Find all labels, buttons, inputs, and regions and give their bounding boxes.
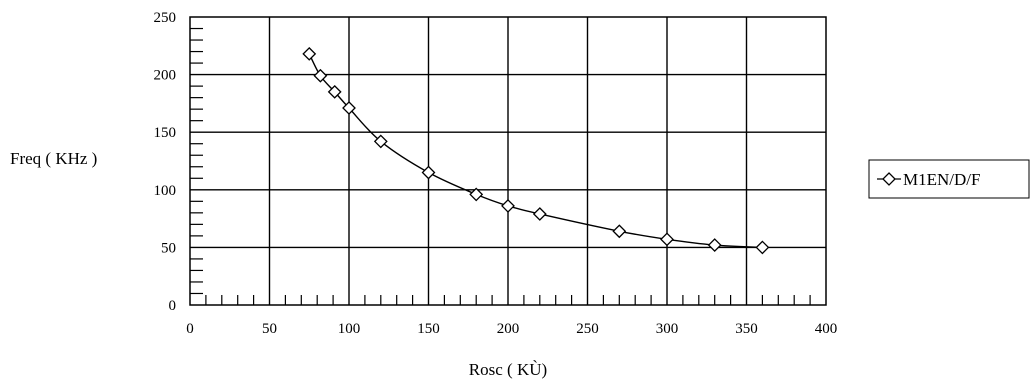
data-point-marker	[313, 68, 328, 83]
data-point-marker	[755, 240, 770, 255]
data-point-marker	[302, 46, 317, 61]
data-point-marker	[532, 207, 547, 221]
plot-area-frame	[189, 16, 827, 306]
y-tick-label: 200	[154, 68, 177, 84]
grid	[190, 17, 826, 305]
data-point-marker	[707, 238, 722, 253]
data-point-marker	[469, 187, 484, 202]
legend-marker-diamond	[882, 172, 896, 186]
x-tick-label: 50	[262, 321, 277, 337]
data-point-marker	[327, 84, 342, 99]
y-tick-label: 0	[169, 298, 177, 314]
y-tick-label: 150	[154, 125, 177, 141]
data-point-marker	[501, 199, 515, 213]
data-point-marker	[342, 101, 356, 115]
x-tick-label: 300	[656, 321, 679, 337]
x-tick-label: 400	[815, 321, 838, 337]
legend: M1EN/D/F	[868, 159, 1030, 199]
x-tick-label: 150	[417, 321, 440, 337]
x-tick-label: 100	[338, 321, 361, 337]
x-tick-label: 200	[497, 321, 520, 337]
data-point-marker	[660, 232, 674, 247]
series-layer	[302, 46, 770, 255]
data-point-marker	[421, 165, 436, 180]
x-tick-label: 250	[576, 321, 599, 337]
x-axis-title: Rosc ( KÙ)	[469, 360, 547, 379]
minor-ticks	[190, 27, 811, 305]
y-tick-label: 100	[154, 183, 177, 199]
series-line	[308, 53, 763, 249]
y-axis-title: Freq ( KHz )	[10, 149, 97, 168]
y-tick-label: 50	[161, 240, 176, 256]
x-tick-label: 350	[735, 321, 758, 337]
y-tick-label: 250	[154, 10, 177, 26]
legend-label: M1EN/D/F	[903, 170, 980, 189]
y-axis-tick-labels: 0 50 100 150 200 250	[154, 10, 177, 314]
x-axis-tick-labels: 0 50 100 150 200 250 300 350 400	[186, 321, 837, 337]
data-point-marker	[373, 134, 388, 149]
data-point-marker	[612, 224, 627, 239]
x-tick-label: 0	[186, 321, 194, 337]
